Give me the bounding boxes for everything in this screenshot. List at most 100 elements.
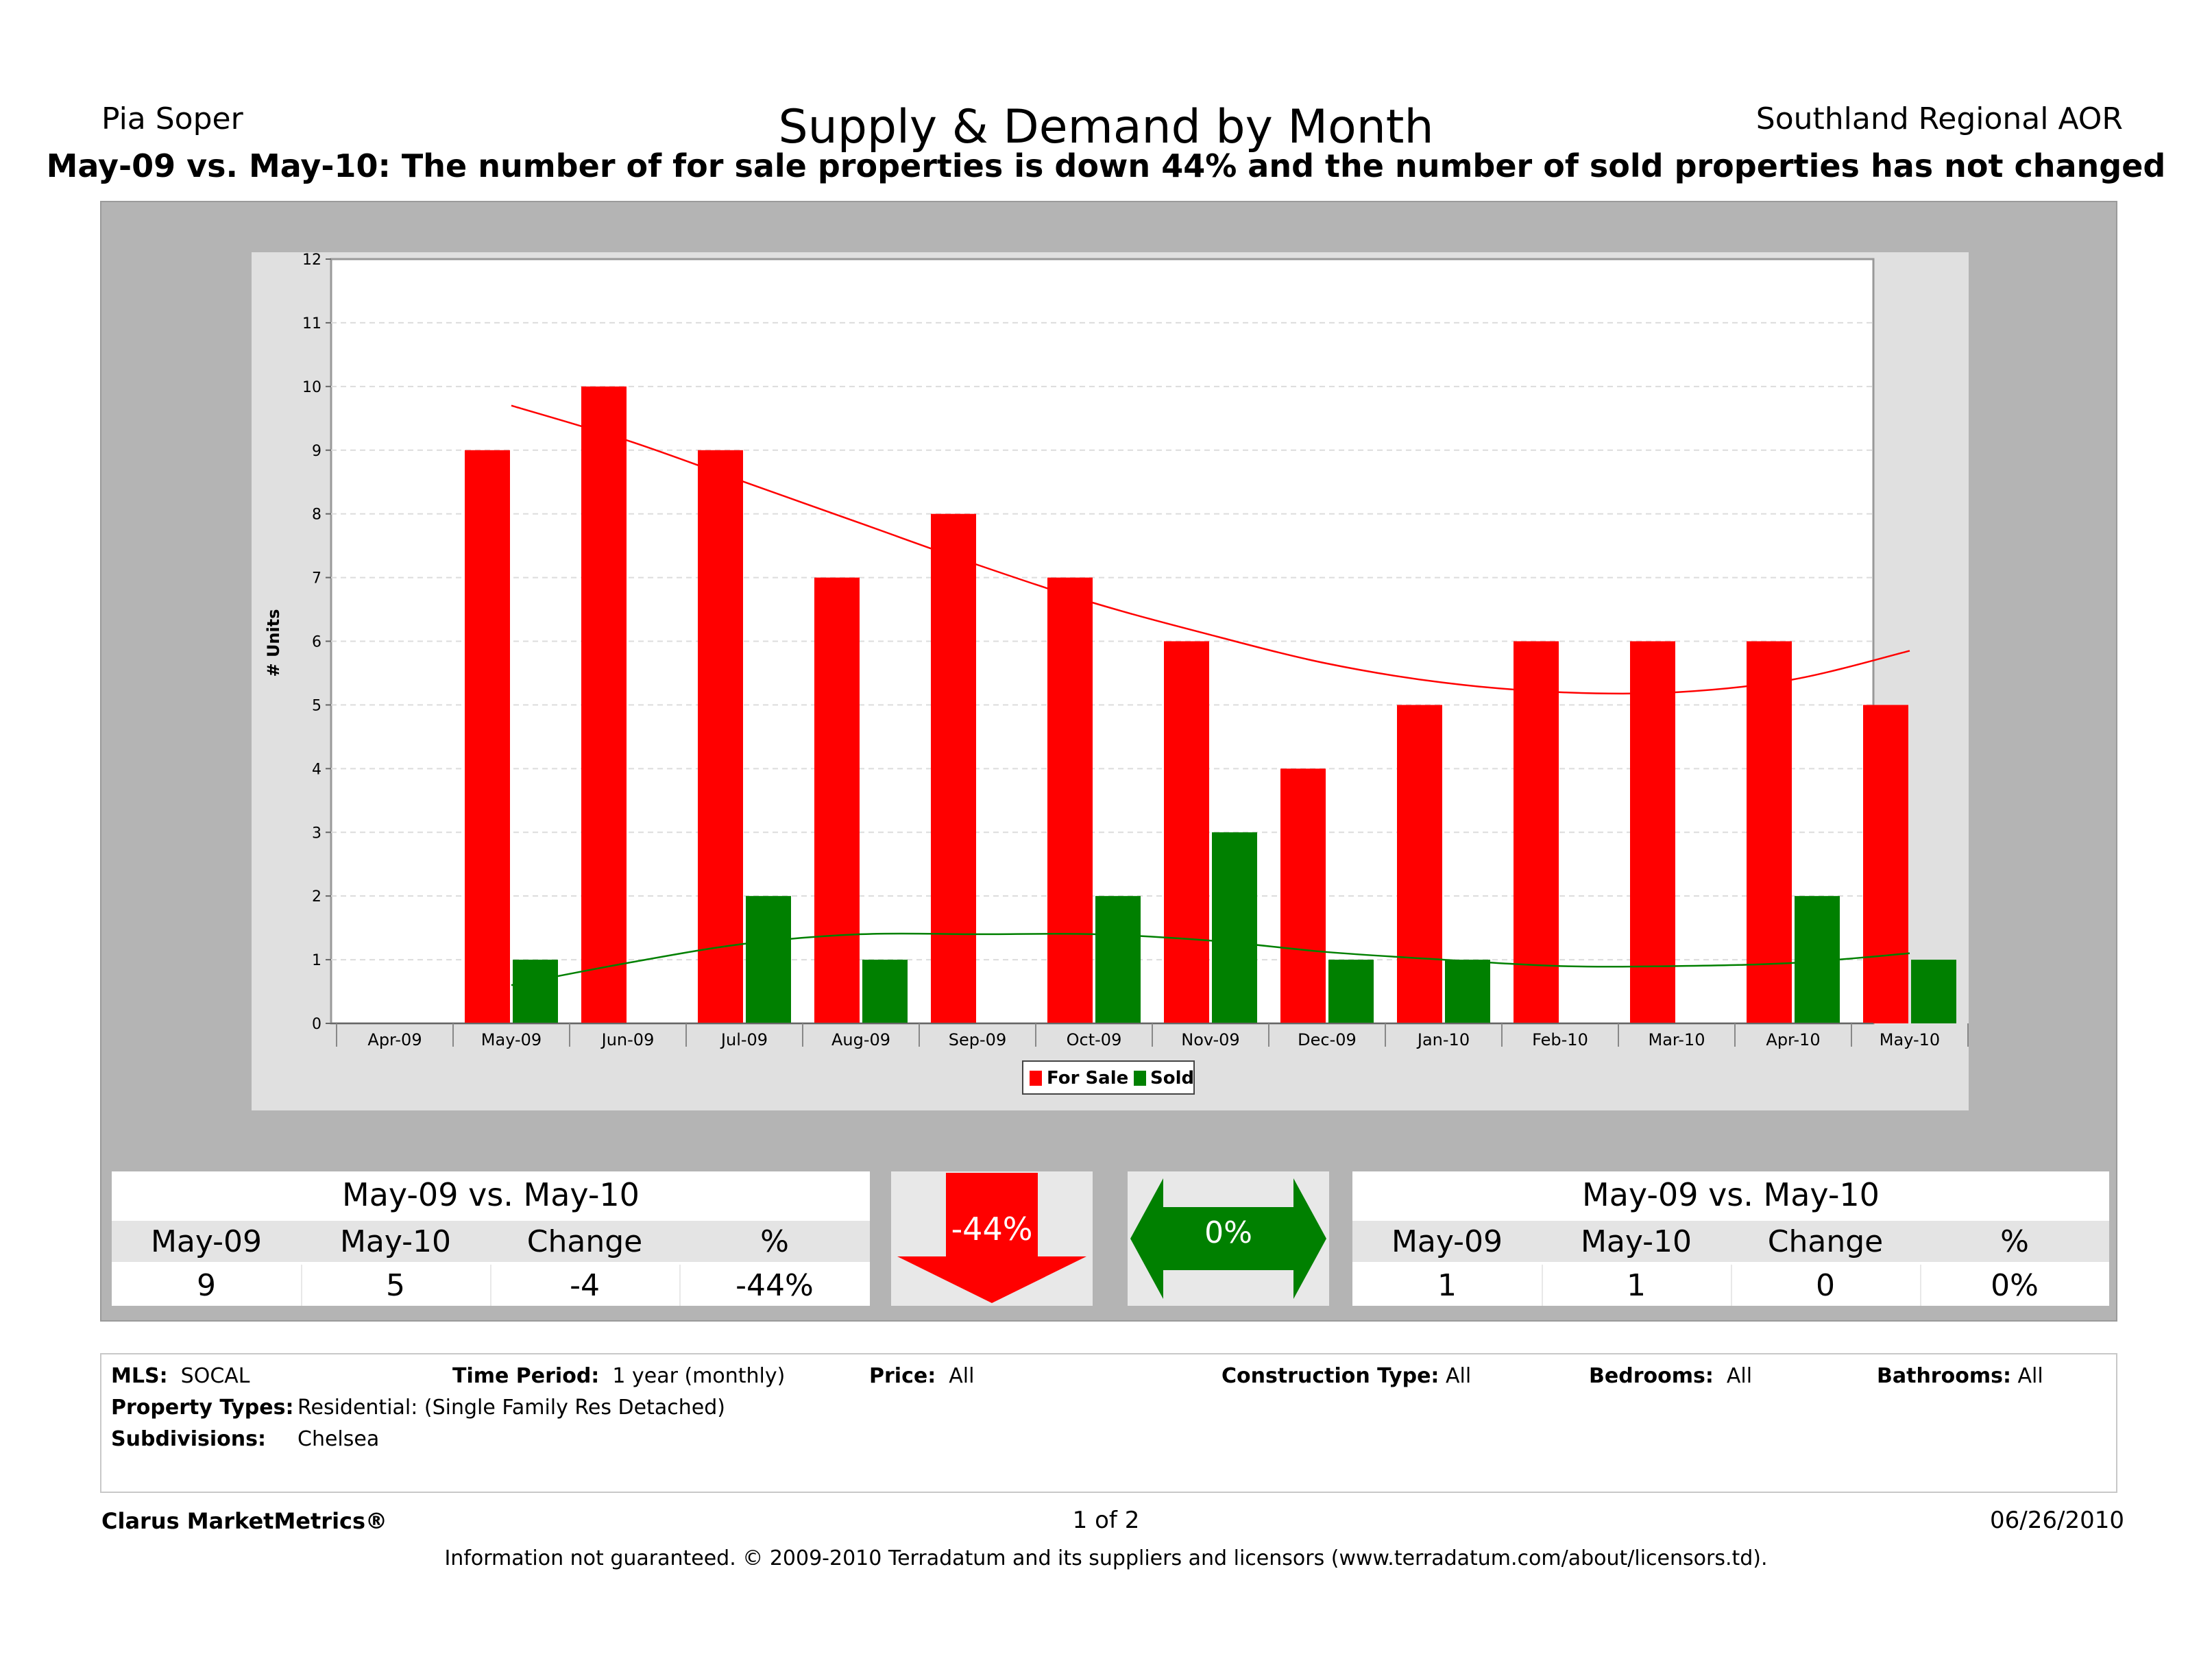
bar-sold	[746, 896, 791, 1023]
y-tick-label: 9	[312, 443, 321, 460]
bar-for-sale	[1747, 641, 1792, 1023]
for-sale-comparison-table: May-09 vs. May-10 May-09 May-10 Change %…	[112, 1171, 870, 1306]
for-sale-header-cell: May-10	[339, 1224, 452, 1259]
bar-for-sale	[1630, 641, 1675, 1023]
property-types-label: Property Types:	[111, 1396, 294, 1420]
page-number: 1 of 2	[1072, 1507, 1140, 1534]
bar-for-sale	[1514, 641, 1559, 1023]
sold-comparison-table: May-09 vs. May-10 May-09 May-10 Change %…	[1352, 1171, 2109, 1306]
disclaimer: Information not guaranteed. © 2009-2010 …	[444, 1546, 1768, 1570]
for-sale-table-title: May-09 vs. May-10	[342, 1176, 640, 1213]
brand-name: Clarus MarketMetrics®	[101, 1508, 388, 1534]
y-tick-label: 10	[302, 379, 321, 396]
for-sale-value-cell: 5	[386, 1268, 405, 1303]
x-tick-label: Nov-09	[1181, 1030, 1239, 1049]
sold-value-cell: 0	[1816, 1268, 1835, 1303]
construction-type-label: Construction Type:	[1222, 1364, 1439, 1388]
y-tick-label: 1	[312, 952, 321, 969]
bar-sold	[1212, 832, 1257, 1023]
bar-for-sale	[465, 450, 510, 1023]
sold-header-cell: %	[2000, 1224, 2029, 1259]
for-sale-header-cell: %	[760, 1224, 789, 1259]
sold-value-cell: 1	[1627, 1268, 1646, 1303]
time-period-value: 1 year (monthly)	[612, 1364, 786, 1388]
trendlines	[511, 404, 1910, 986]
sold-change-indicator: 0%	[1128, 1171, 1329, 1306]
bar-sold	[862, 960, 908, 1023]
mls-label: MLS:	[111, 1364, 168, 1388]
bedrooms-value: All	[1726, 1364, 1753, 1388]
y-tick-label: 6	[312, 634, 321, 651]
x-tick-label: May-10	[1880, 1030, 1940, 1049]
search-criteria-box: MLS: SOCAL Time Period: 1 year (monthly)…	[100, 1353, 2117, 1493]
y-tick-label: 0	[312, 1016, 321, 1033]
double-arrow-icon: 0%	[1130, 1178, 1326, 1299]
legend-label-sold: Sold	[1150, 1068, 1194, 1089]
y-tick-label: 12	[302, 252, 321, 269]
time-period-label: Time Period:	[452, 1364, 600, 1388]
report-title: Supply & Demand by Month	[778, 100, 1434, 154]
y-tick-label: 8	[312, 507, 321, 524]
trendline-for-sale	[511, 404, 1910, 695]
bar-for-sale	[1164, 641, 1209, 1023]
sold-change-value: 0%	[1204, 1215, 1252, 1250]
sold-table-value-row: 1 1 0 0%	[1352, 1265, 2109, 1306]
bathrooms-label: Bathrooms:	[1877, 1364, 2011, 1388]
legend: For Sale Sold	[1022, 1060, 1195, 1095]
bar-for-sale	[698, 450, 743, 1023]
x-tick-label: Sep-09	[949, 1030, 1006, 1049]
bar-sold	[1445, 960, 1490, 1023]
y-tick-label: 3	[312, 825, 321, 842]
x-tick-label: Aug-09	[831, 1030, 890, 1049]
subdivisions-value: Chelsea	[297, 1427, 380, 1451]
report-date: 06/26/2010	[1990, 1507, 2124, 1534]
bar-for-sale	[581, 386, 627, 1023]
legend-swatch-sold	[1134, 1071, 1146, 1086]
x-tick-label: Jan-10	[1416, 1030, 1470, 1049]
bar-for-sale	[1863, 705, 1908, 1023]
sold-value-cell: 1	[1437, 1268, 1457, 1303]
for-sale-change-value: -44%	[951, 1211, 1033, 1248]
sold-header-cell: Change	[1767, 1224, 1884, 1259]
bar-sold	[1911, 960, 1956, 1023]
y-tick-label: 5	[312, 697, 321, 714]
property-types-value: Residential: (Single Family Res Detached…	[297, 1396, 725, 1420]
bar-for-sale	[1397, 705, 1442, 1023]
x-tick-label: Dec-09	[1298, 1030, 1357, 1049]
x-tick-label: Oct-09	[1067, 1030, 1122, 1049]
bar-sold	[513, 960, 558, 1023]
bathrooms-value: All	[2017, 1364, 2043, 1388]
bars	[465, 386, 1956, 1023]
y-tick-label: 11	[302, 315, 321, 332]
x-tick-label: Jun-09	[600, 1030, 655, 1049]
association-name: Southland Regional AOR	[1755, 101, 2123, 136]
x-tick-label: Jul-09	[720, 1030, 768, 1049]
bar-sold	[1095, 896, 1141, 1023]
bar-for-sale	[814, 577, 860, 1023]
bar-for-sale	[931, 513, 976, 1023]
for-sale-change-indicator: -44%	[891, 1171, 1093, 1306]
x-tick-label: Feb-10	[1532, 1030, 1588, 1049]
bedrooms-label: Bedrooms:	[1589, 1364, 1714, 1388]
sold-table-header-row: May-09 May-10 Change %	[1352, 1221, 2109, 1262]
price-value: All	[949, 1364, 975, 1388]
for-sale-table-value-row: 9 5 -4 -44%	[112, 1265, 870, 1306]
down-arrow-icon: -44%	[897, 1173, 1086, 1303]
sold-value-cell: 0%	[1991, 1268, 2039, 1303]
x-tick-label: Apr-10	[1766, 1030, 1820, 1049]
x-axis-ticks: Apr-09 May-09 Jun-09 Jul-09 Aug-09 Sep-09 Oct-…	[331, 1023, 1969, 1049]
y-axis-label: # Units	[264, 609, 283, 677]
price-label: Price:	[869, 1364, 936, 1388]
x-tick-label: Apr-09	[367, 1030, 422, 1049]
legend-label-for-sale: For Sale	[1047, 1068, 1128, 1089]
sold-table-title: May-09 vs. May-10	[1582, 1176, 1880, 1213]
legend-swatch-for-sale	[1030, 1071, 1042, 1086]
sold-header-cell: May-09	[1391, 1224, 1503, 1259]
mls-value: SOCAL	[180, 1364, 250, 1388]
for-sale-header-cell: Change	[526, 1224, 643, 1259]
trendline-sold	[511, 932, 1910, 986]
sold-header-cell: May-10	[1580, 1224, 1692, 1259]
x-tick-label: May-09	[481, 1030, 542, 1049]
bar-sold	[1328, 960, 1374, 1023]
